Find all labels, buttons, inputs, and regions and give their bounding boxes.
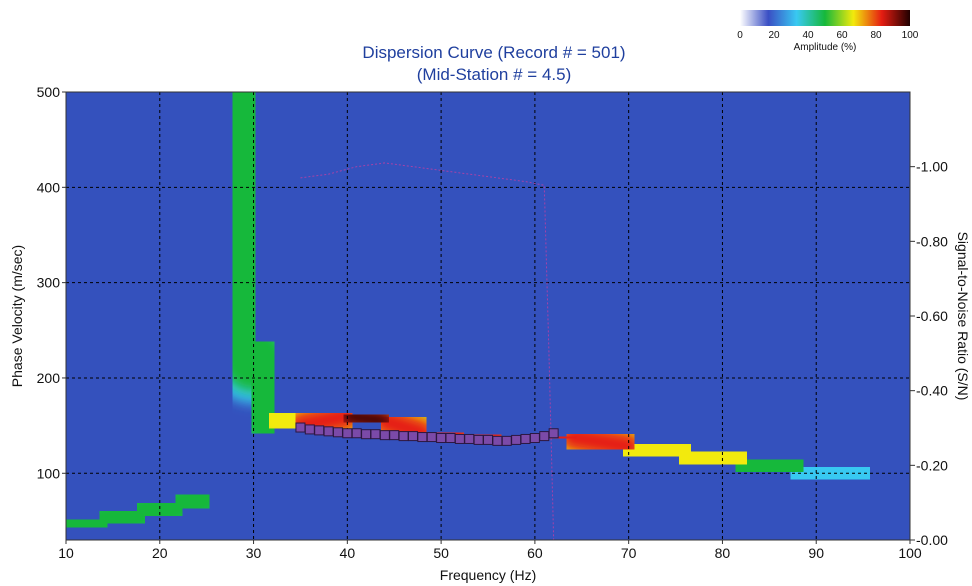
y2-tick-label: -0.00 [916,532,948,548]
y-axis: 100 200 300 400 500 [37,84,66,481]
y-tick-label: 500 [37,84,61,100]
picked-point [437,434,446,443]
picked-point [352,429,361,438]
picked-point [512,435,521,444]
x-axis: 10 20 30 40 50 60 70 80 90 100 [58,540,922,561]
chart-title: Dispersion Curve (Record # = 501) [362,43,625,62]
x-tick-label: 60 [527,545,543,561]
y-tick-label: 400 [37,179,61,195]
y2-axis: -0.00 -0.20 -0.40 -0.60 -0.80 -1.00 [910,159,948,548]
x-tick-label: 50 [433,545,449,561]
colorbar-tick-label: 20 [768,30,780,41]
picked-point [324,427,333,436]
x-tick-label: 70 [621,545,637,561]
picked-point [371,430,380,439]
y2-tick-label: -0.60 [916,308,948,324]
picked-point [540,432,549,441]
colorbar-ticks: 0 20 40 60 80 100 [737,30,919,41]
picked-point [418,433,427,442]
picked-point [474,435,483,444]
picked-point [399,432,408,441]
colorbar: 0 20 40 60 80 100 Amplitude (%) [737,10,919,53]
x-tick-label: 90 [808,545,824,561]
picked-point [465,434,474,443]
x-tick-label: 20 [152,545,168,561]
y2-tick-label: -0.80 [916,233,948,249]
x-tick-label: 80 [715,545,731,561]
picked-point [296,423,305,432]
picked-point [455,434,464,443]
picked-point [362,430,371,439]
picked-point [343,429,352,438]
picked-point [446,434,455,443]
picked-point [521,434,530,443]
colorbar-tick-label: 80 [870,30,882,41]
colorbar-tick-label: 0 [737,30,743,41]
y-axis-title: Phase Velocity (m/sec) [9,245,25,387]
colorbar-label: Amplitude (%) [794,42,857,53]
colorbar-tick-label: 40 [802,30,814,41]
x-tick-label: 40 [340,545,356,561]
energy-band-segment [235,102,254,359]
y2-tick-label: -0.40 [916,383,948,399]
y2-tick-label: -0.20 [916,457,948,473]
picked-point [484,435,493,444]
chart-subtitle: (Mid-Station # = 4.5) [417,65,572,84]
colorbar-tick-label: 60 [836,30,848,41]
picked-point [427,433,436,442]
picked-point [380,431,389,440]
x-tick-label: 30 [246,545,262,561]
picked-point [530,434,539,443]
picked-point [390,431,399,440]
x-tick-label: 10 [58,545,74,561]
y-tick-label: 300 [37,275,61,291]
energy-band-segment [347,416,385,421]
y2-axis-title: Signal-to-Noise Ratio (S/N) [955,232,971,401]
plot-area [66,92,910,540]
picked-point [305,425,314,434]
colorbar-tick-label: 100 [902,30,919,41]
picked-point [333,428,342,437]
x-axis-title: Frequency (Hz) [440,567,536,583]
picked-point [502,436,511,445]
y-tick-label: 200 [37,370,61,386]
picked-point [549,429,558,438]
y-tick-label: 100 [37,465,61,481]
y2-tick-label: -1.00 [916,159,948,175]
energy-band-segment [685,454,741,462]
picked-point [315,426,324,435]
picked-point [408,432,417,441]
colorbar-gradient [740,10,910,26]
energy-band-segment [572,437,628,447]
energy-band-segment [179,497,207,506]
picked-point [493,436,502,445]
